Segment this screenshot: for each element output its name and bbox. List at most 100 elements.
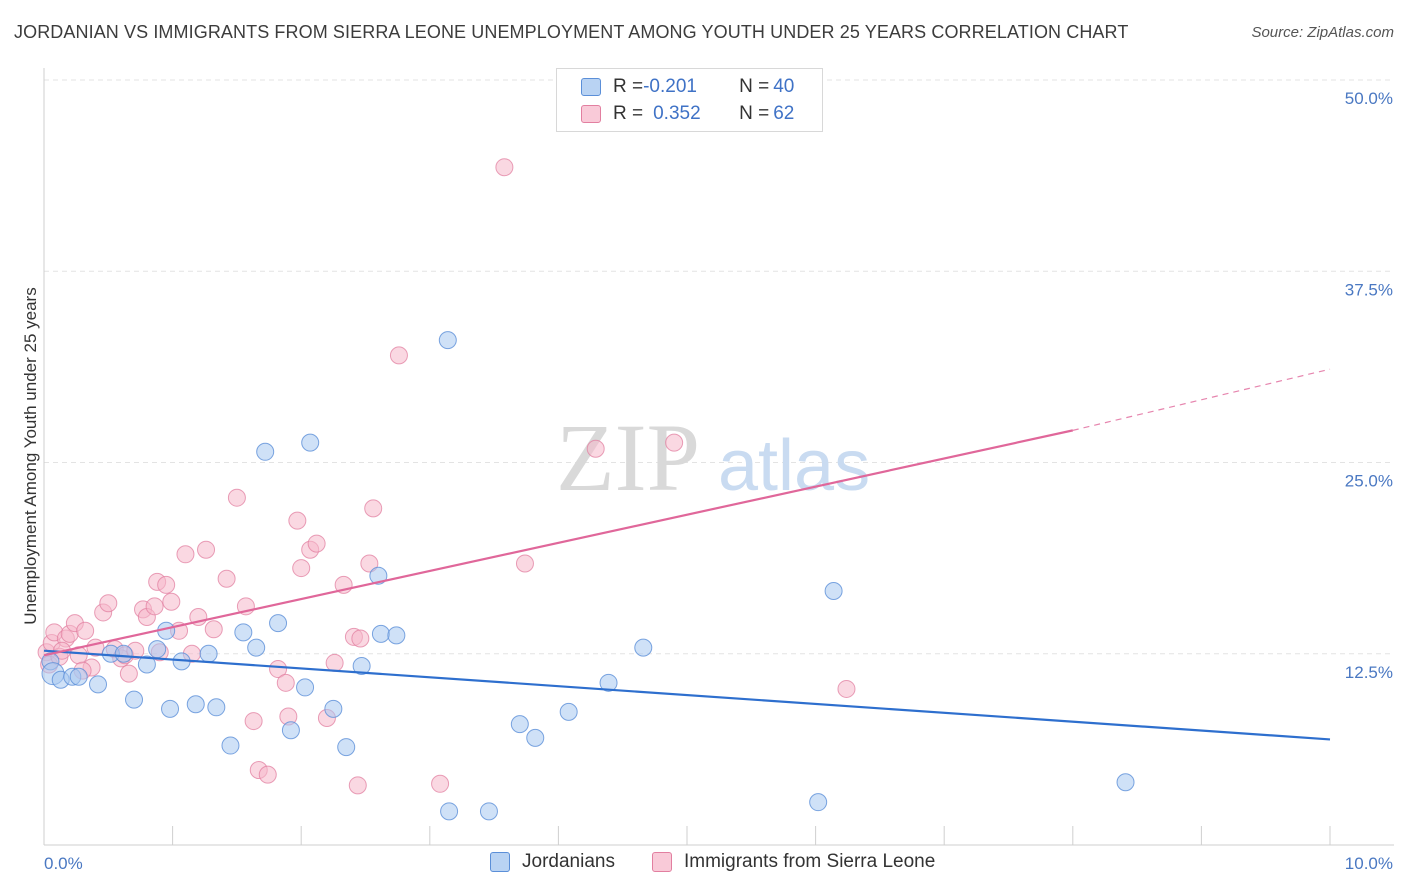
correlation-legend: R = -0.201 N = 40 R = 0.352 N = 62 bbox=[556, 68, 823, 132]
data-point-sierra-leone bbox=[515, 554, 534, 573]
data-point-jordanians bbox=[337, 738, 356, 757]
tick-labels: 12.5% 25.0% 37.5% 50.0% 0.0% 10.0% bbox=[44, 89, 1393, 873]
data-point-jordanians bbox=[352, 656, 371, 675]
data-point-sierra-leone bbox=[360, 554, 379, 573]
y-tick-label: 12.5% bbox=[1345, 663, 1393, 682]
data-point-sierra-leone bbox=[197, 540, 216, 559]
source-label: Source: ZipAtlas.com bbox=[1251, 24, 1394, 41]
data-point-jordanians bbox=[296, 678, 315, 697]
legend-row-sierra-leone: R = 0.352 N = 62 bbox=[581, 102, 794, 126]
data-point-sierra-leone bbox=[288, 511, 307, 530]
data-point-sierra-leone bbox=[325, 653, 344, 672]
axes bbox=[43, 68, 1394, 846]
data-point-jordanians bbox=[599, 673, 618, 692]
y-tick-label: 37.5% bbox=[1345, 280, 1393, 299]
data-point-jordanians bbox=[479, 802, 498, 821]
legend-r-label: R = bbox=[613, 76, 644, 97]
data-point-jordanians bbox=[281, 721, 300, 740]
data-point-sierra-leone bbox=[431, 774, 450, 793]
data-point-jordanians bbox=[301, 433, 320, 452]
data-point-jordanians bbox=[324, 699, 343, 718]
legend-r-label: R = bbox=[613, 103, 644, 124]
data-point-jordanians bbox=[221, 736, 240, 755]
data-point-jordanians bbox=[440, 802, 459, 821]
data-point-jordanians bbox=[371, 624, 390, 643]
data-point-sierra-leone bbox=[217, 569, 236, 588]
data-point-sierra-leone bbox=[119, 664, 138, 683]
data-point-sierra-leone bbox=[204, 620, 223, 639]
data-point-jordanians bbox=[186, 695, 205, 714]
legend-n-value: 40 bbox=[773, 76, 795, 97]
watermark-atlas: atlas bbox=[718, 426, 870, 506]
data-point-jordanians bbox=[387, 626, 406, 645]
y-tick-label: 25.0% bbox=[1345, 472, 1393, 491]
trend-line-jordanians bbox=[43, 649, 1331, 741]
legend-label-sierra-leone: Immigrants from Sierra Leone bbox=[684, 851, 936, 872]
data-point-sierra-leone bbox=[162, 592, 181, 611]
watermark-zip: ZIP bbox=[556, 404, 700, 511]
data-point-sierra-leone bbox=[307, 534, 326, 553]
data-point-sierra-leone bbox=[227, 488, 246, 507]
legend-n-label: N = bbox=[739, 103, 770, 124]
legend-r-value: 0.352 bbox=[653, 103, 701, 124]
data-point-sierra-leone bbox=[586, 439, 605, 458]
data-point-jordanians bbox=[510, 715, 529, 734]
data-point-jordanians bbox=[269, 614, 288, 633]
trend-lines bbox=[43, 368, 1331, 741]
data-point-jordanians bbox=[1116, 773, 1135, 792]
x-tick-label: 0.0% bbox=[44, 854, 83, 873]
data-point-sierra-leone bbox=[269, 660, 288, 679]
data-point-sierra-leone bbox=[351, 629, 370, 648]
data-point-sierra-leone bbox=[389, 346, 408, 365]
legend-label-jordanians: Jordanians bbox=[522, 851, 615, 872]
legend-item-sierra-leone: Immigrants from Sierra Leone bbox=[652, 851, 935, 873]
data-point-jordanians bbox=[148, 640, 167, 659]
data-point-jordanians bbox=[369, 566, 388, 585]
legend-swatch-blue bbox=[490, 852, 510, 872]
data-point-jordanians bbox=[199, 644, 218, 663]
data-point-sierra-leone bbox=[364, 499, 383, 518]
data-point-jordanians bbox=[809, 793, 828, 812]
legend-swatch-pink bbox=[652, 852, 672, 872]
data-point-jordanians bbox=[438, 331, 457, 350]
data-point-jordanians bbox=[526, 728, 545, 747]
trend-line-sierra-leone bbox=[43, 429, 1074, 657]
x-tick-label: 10.0% bbox=[1345, 854, 1393, 873]
data-point-jordanians bbox=[137, 655, 156, 674]
data-point-jordanians bbox=[69, 667, 88, 686]
data-point-sierra-leone bbox=[292, 559, 311, 578]
data-point-sierra-leone bbox=[176, 545, 195, 564]
data-point-jordanians bbox=[634, 638, 653, 657]
data-point-sierra-leone bbox=[258, 765, 277, 784]
watermark: ZIP atlas bbox=[556, 404, 870, 511]
data-point-jordanians bbox=[559, 702, 578, 721]
chart-title: JORDANIAN VS IMMIGRANTS FROM SIERRA LEON… bbox=[14, 22, 1129, 42]
data-point-jordanians bbox=[247, 638, 266, 657]
data-point-jordanians bbox=[125, 690, 144, 709]
data-point-sierra-leone bbox=[665, 433, 684, 452]
legend-row-jordanians: R = -0.201 N = 40 bbox=[581, 75, 794, 99]
y-tick-label: 50.0% bbox=[1345, 89, 1393, 108]
legend-item-jordanians: Jordanians bbox=[490, 851, 615, 873]
legend-n-value: 62 bbox=[773, 103, 795, 124]
grid-lines bbox=[44, 79, 1394, 655]
data-point-sierra-leone bbox=[244, 712, 263, 731]
trend-line-sierra-leone-extension bbox=[1072, 368, 1331, 431]
data-point-sierra-leone bbox=[99, 594, 118, 613]
data-point-jordanians bbox=[89, 675, 108, 694]
legend-swatch-blue bbox=[581, 78, 601, 96]
data-point-sierra-leone bbox=[837, 679, 856, 698]
data-point-jordanians bbox=[207, 698, 226, 717]
data-point-sierra-leone bbox=[157, 575, 176, 594]
data-point-sierra-leone bbox=[495, 158, 514, 177]
data-point-jordanians bbox=[824, 582, 843, 601]
series-jordanians-points bbox=[41, 331, 1135, 821]
data-point-sierra-leone bbox=[348, 776, 367, 795]
data-point-jordanians bbox=[234, 623, 253, 642]
legend-swatch-pink bbox=[581, 105, 601, 123]
legend-r-value: -0.201 bbox=[643, 76, 697, 97]
legend-n-label: N = bbox=[739, 76, 770, 97]
data-point-jordanians bbox=[114, 644, 133, 663]
data-point-jordanians bbox=[256, 442, 275, 461]
